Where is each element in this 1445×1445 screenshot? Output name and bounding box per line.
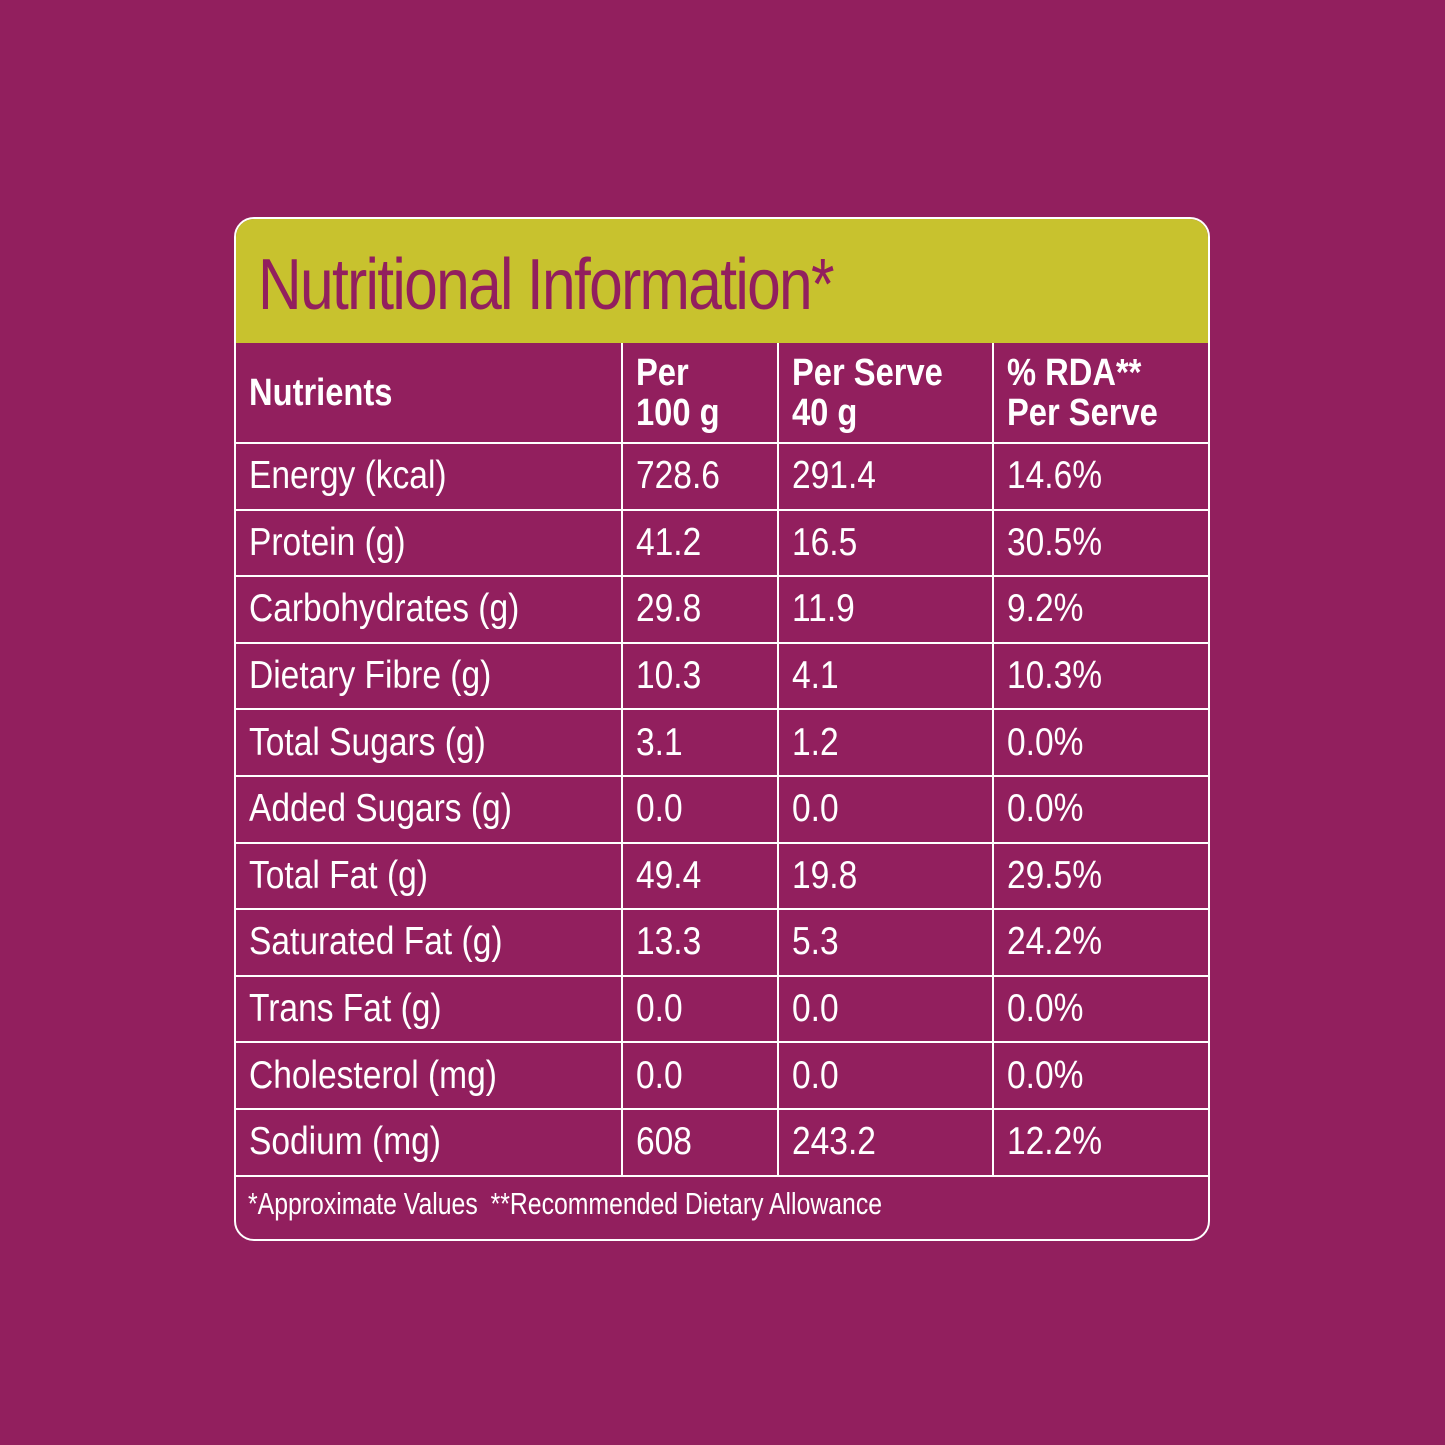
- table-header-row: Nutrients Per 100 g Per Serve 40 g: [236, 343, 1208, 444]
- table-row: Saturated Fat (g) 13.3 5.3 24.2%: [236, 908, 1208, 977]
- table-row: Protein (g) 41.2 16.5 30.5%: [236, 508, 1208, 578]
- nutrient-name: Total Fat (g): [236, 841, 623, 911]
- value-per-100g: 41.2: [621, 508, 779, 578]
- panel-title: Nutritional Information*: [258, 245, 835, 325]
- table-row: Carbohydrates (g) 29.8 11.9 9.2%: [236, 575, 1208, 644]
- value-per-100g: 0.0: [621, 1041, 779, 1110]
- table-row: Dietary Fibre (g) 10.3 4.1 10.3%: [236, 641, 1208, 711]
- nutrient-name: Dietary Fibre (g): [236, 641, 623, 711]
- value-per-serve: 19.8: [777, 841, 994, 911]
- nutrition-panel: Nutritional Information* Nutrients Per 1…: [234, 217, 1210, 1241]
- value-per-serve: 16.5: [777, 508, 994, 578]
- value-rda: 10.3%: [992, 641, 1208, 711]
- nutrient-name: Cholesterol (mg): [236, 1041, 623, 1110]
- header-rda: % RDA** Per Serve: [992, 343, 1208, 444]
- value-rda: 30.5%: [992, 508, 1208, 578]
- value-per-serve: 243.2: [777, 1107, 994, 1177]
- value-rda: 0.0%: [992, 774, 1208, 844]
- value-rda: 12.2%: [992, 1107, 1208, 1177]
- value-rda: 0.0%: [992, 708, 1208, 777]
- value-per-serve: 4.1: [777, 641, 994, 711]
- header-nutrients: Nutrients: [236, 343, 623, 444]
- value-per-serve: 5.3: [777, 908, 994, 977]
- value-per-100g: 608: [621, 1107, 779, 1177]
- nutrient-name-sub: Trans Fat (g): [236, 974, 623, 1044]
- nutrition-table: Nutrients Per 100 g Per Serve 40 g: [236, 343, 1208, 1177]
- title-band: Nutritional Information*: [236, 219, 1208, 343]
- value-per-serve: 0.0: [777, 974, 994, 1044]
- value-rda: 0.0%: [992, 974, 1208, 1044]
- value-per-100g: 0.0: [621, 774, 779, 844]
- value-per-serve: 11.9: [777, 575, 994, 644]
- value-per-serve: 291.4: [777, 442, 994, 511]
- table-row: Sodium (mg) 608 243.2 12.2%: [236, 1107, 1208, 1177]
- value-per-100g: 49.4: [621, 841, 779, 911]
- nutrient-name: Protein (g): [236, 508, 623, 578]
- value-rda: 29.5%: [992, 841, 1208, 911]
- table-row: Cholesterol (mg) 0.0 0.0 0.0%: [236, 1041, 1208, 1110]
- footnote-approximate: *Approximate Values: [248, 1186, 478, 1221]
- table-row: Energy (kcal) 728.6 291.4 14.6%: [236, 442, 1208, 511]
- value-per-serve: 1.2: [777, 708, 994, 777]
- value-per-serve: 0.0: [777, 774, 994, 844]
- value-per-100g: 13.3: [621, 908, 779, 977]
- value-per-serve: 0.0: [777, 1041, 994, 1110]
- header-per-serve: Per Serve 40 g: [777, 343, 994, 444]
- value-per-100g: 728.6: [621, 442, 779, 511]
- nutrient-name-sub: Added Sugars (g): [236, 774, 623, 844]
- value-rda: 14.6%: [992, 442, 1208, 511]
- value-per-100g: 10.3: [621, 641, 779, 711]
- table-row: Added Sugars (g) 0.0 0.0 0.0%: [236, 774, 1208, 844]
- table-row: Total Fat (g) 49.4 19.8 29.5%: [236, 841, 1208, 911]
- nutrient-name-sub: Total Sugars (g): [236, 708, 623, 777]
- nutrient-name-sub: Saturated Fat (g): [236, 908, 623, 977]
- value-rda: 9.2%: [992, 575, 1208, 644]
- value-per-100g: 29.8: [621, 575, 779, 644]
- value-rda: 24.2%: [992, 908, 1208, 977]
- table-row: Total Sugars (g) 3.1 1.2 0.0%: [236, 708, 1208, 777]
- nutrient-name: Sodium (mg): [236, 1107, 623, 1177]
- table-row: Trans Fat (g) 0.0 0.0 0.0%: [236, 974, 1208, 1044]
- footnote-rda: **Recommended Dietary Allowance: [490, 1186, 883, 1221]
- value-per-100g: 0.0: [621, 974, 779, 1044]
- nutrient-name: Energy (kcal): [236, 442, 623, 511]
- footnote: *Approximate Values **Recommended Dietary…: [248, 1188, 882, 1219]
- value-rda: 0.0%: [992, 1041, 1208, 1110]
- nutrient-name: Carbohydrates (g): [236, 575, 623, 644]
- value-per-100g: 3.1: [621, 708, 779, 777]
- header-per-100g: Per 100 g: [621, 343, 779, 444]
